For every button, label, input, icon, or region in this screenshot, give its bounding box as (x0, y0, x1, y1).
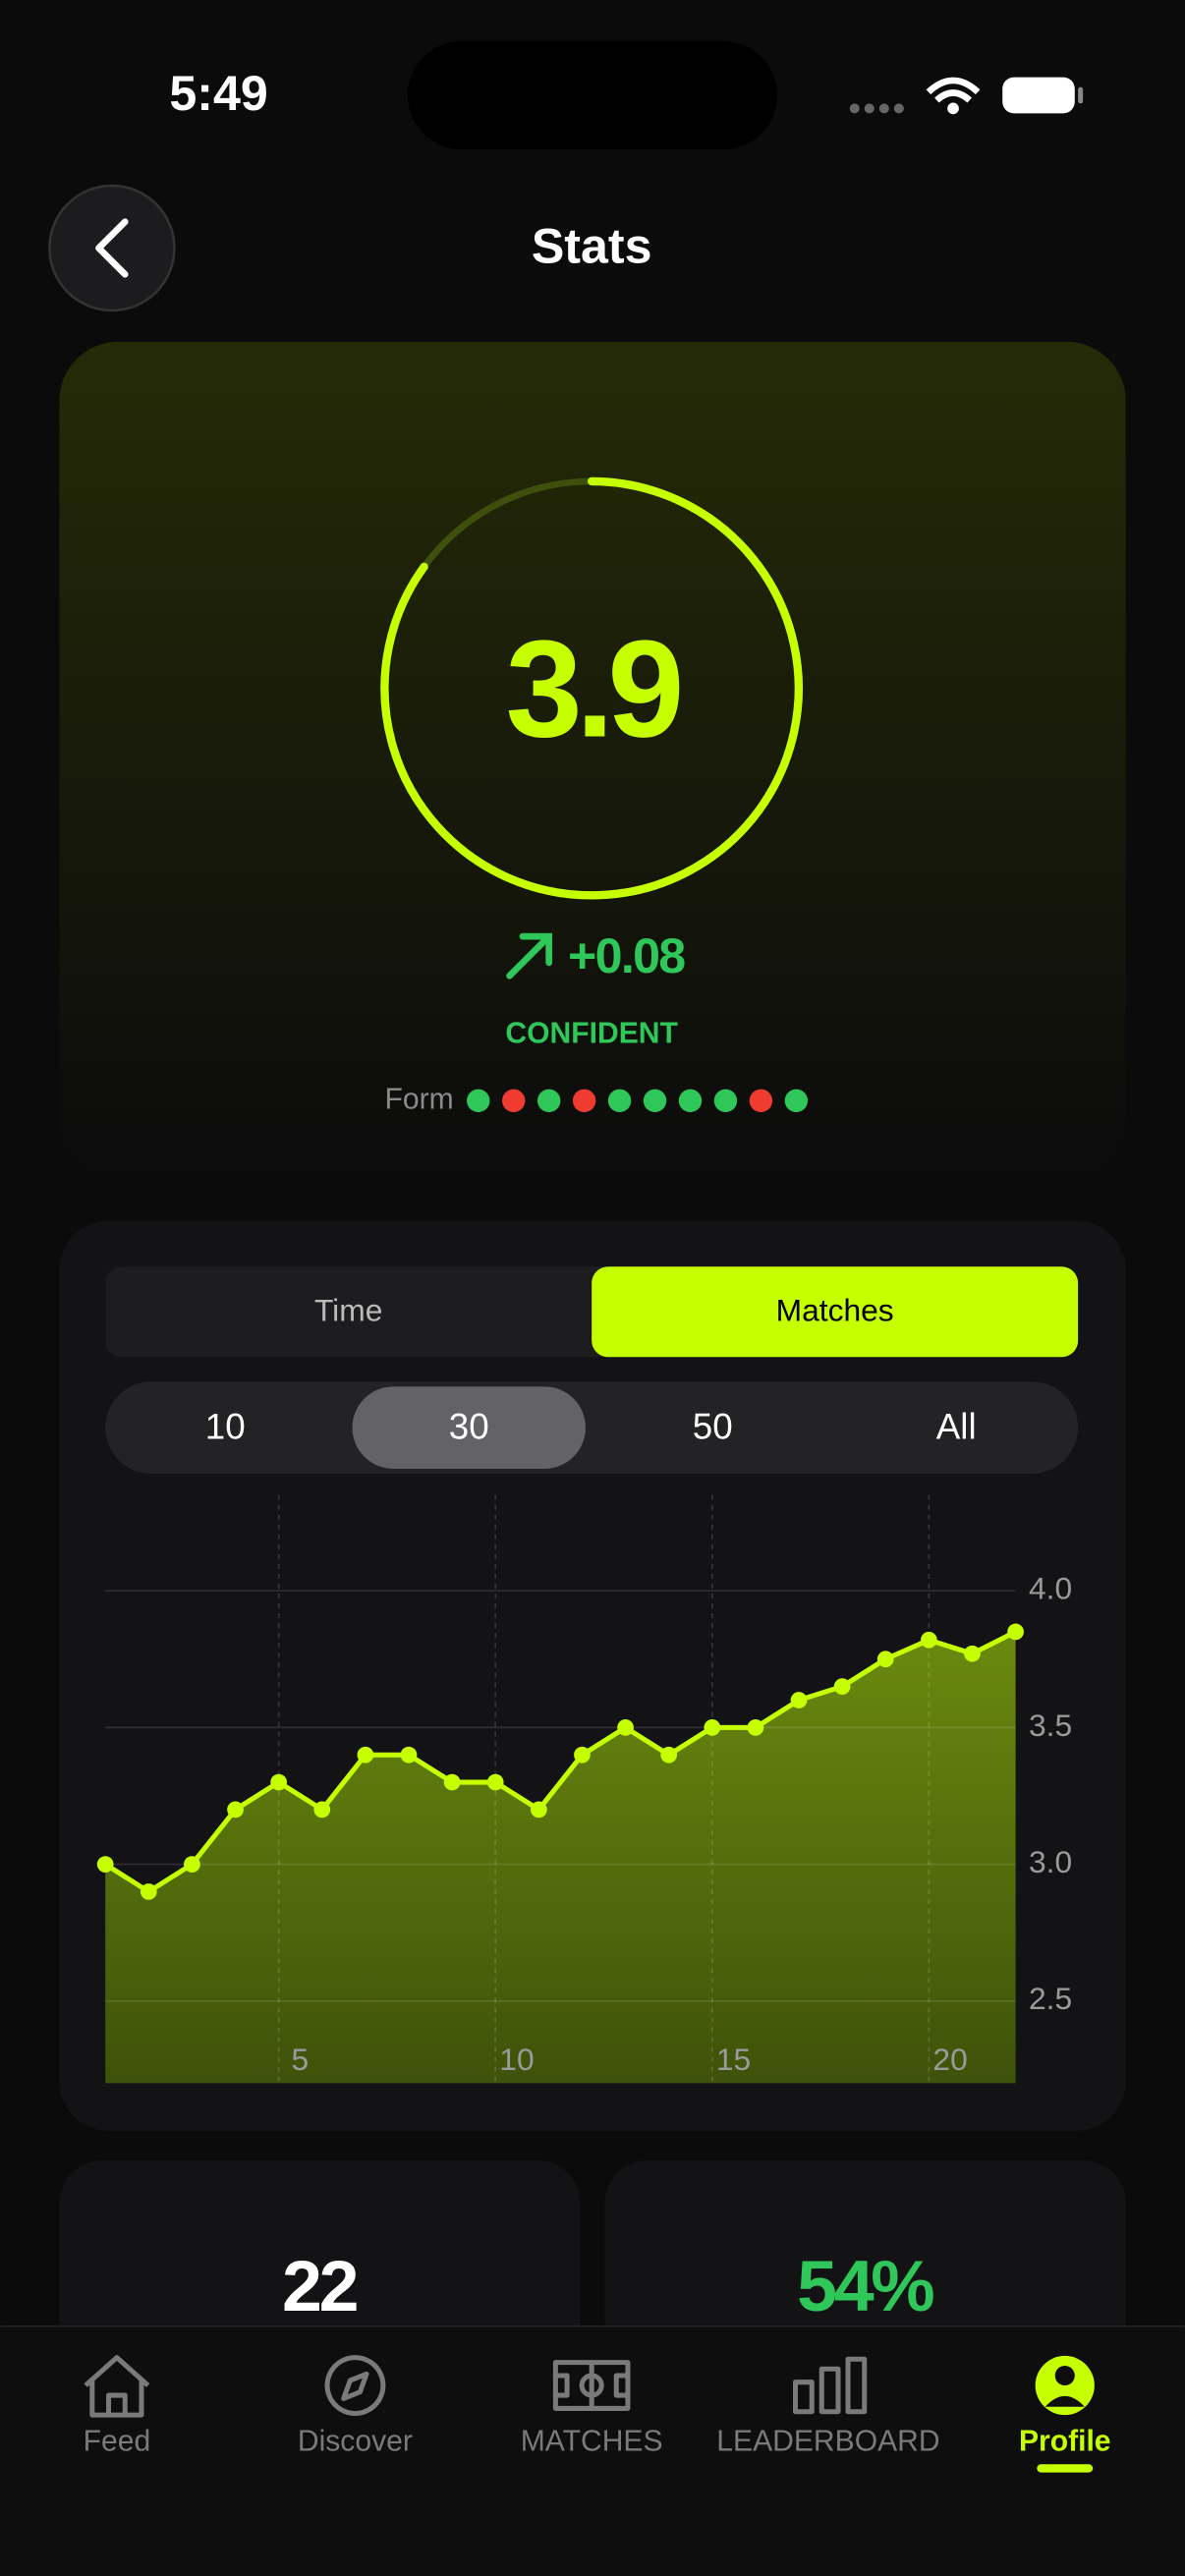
nav-label: Profile (1019, 2426, 1111, 2458)
nav-item[interactable]: LEADERBOARD (716, 2356, 940, 2458)
form-label: Form (385, 1083, 454, 1115)
wifi-icon (926, 77, 981, 103)
point (1007, 1623, 1024, 1641)
form-dot (536, 1089, 561, 1113)
nav-label: Discover (298, 2426, 413, 2458)
back-button[interactable] (48, 184, 176, 312)
tab-label[interactable]: Matches (776, 1292, 894, 1327)
tab-label[interactable]: Time (314, 1292, 382, 1327)
dynamic-island (407, 40, 778, 150)
nav-icon (84, 2355, 150, 2418)
nav-icon (324, 2355, 386, 2416)
form-dot (784, 1089, 809, 1113)
point (270, 1773, 288, 1791)
point (96, 1856, 114, 1873)
point (964, 1645, 981, 1662)
point (574, 1746, 591, 1764)
nav-label: MATCHES (521, 2426, 663, 2458)
nav-item[interactable]: Feed (84, 2355, 151, 2458)
form-dot (607, 1089, 632, 1113)
range-label[interactable]: All (936, 1407, 977, 1447)
nav-item[interactable]: Profile (1019, 2355, 1111, 2473)
x-tick-label: 5 (292, 2042, 310, 2077)
point (921, 1631, 937, 1649)
point (227, 1801, 244, 1819)
rating-value: 3.9 (506, 611, 680, 765)
x-tick-label: 20 (932, 2042, 967, 2077)
wifi-dot (947, 102, 959, 115)
tab-active (592, 1266, 1079, 1358)
nav-icon (793, 2356, 868, 2415)
status-time: 5:49 (169, 66, 267, 121)
form-dot (467, 1089, 490, 1113)
point (790, 1692, 808, 1708)
nav: Feed Discover MATCHES LEADERBOARD Profile (84, 2355, 1111, 2473)
form-dot (713, 1089, 738, 1113)
chart: 2.5 3.0 3.5 4.0 5 10 15 20 (96, 1494, 1072, 2084)
range-label[interactable]: 10 (205, 1407, 246, 1447)
point (704, 1719, 721, 1736)
rating-label: CONFIDENT (505, 1017, 678, 1049)
point (357, 1746, 374, 1764)
nav-item[interactable]: MATCHES (521, 2360, 663, 2458)
point (486, 1773, 504, 1791)
point (400, 1746, 418, 1764)
tabs: Time Matches 10 30 50 All (205, 1266, 1079, 1469)
range-tabs (105, 1381, 1079, 1474)
form-dot (572, 1089, 596, 1113)
point (443, 1773, 461, 1791)
point (530, 1801, 547, 1819)
nav-item[interactable]: Discover (298, 2355, 413, 2458)
nav-label: Feed (84, 2426, 151, 2458)
signal (849, 103, 904, 114)
nav-icon-body (1044, 2395, 1085, 2407)
point (313, 1801, 331, 1819)
y-tick-label: 3.0 (1029, 1844, 1072, 1879)
x-tick-label: 15 (716, 2042, 751, 2077)
point (876, 1651, 894, 1668)
stat-value: 54% (797, 2245, 933, 2326)
gauge-arc (380, 476, 803, 900)
form-dot (502, 1089, 526, 1113)
form-dot (749, 1089, 773, 1113)
form-dot (643, 1089, 667, 1113)
y-tick-label: 4.0 (1029, 1571, 1072, 1606)
nav-label: LEADERBOARD (716, 2426, 939, 2458)
form-dots (467, 1089, 809, 1113)
battery-cap (1078, 86, 1084, 104)
range-label[interactable]: 30 (449, 1407, 489, 1447)
nav-indicator (1037, 2464, 1094, 2473)
x-tick-label: 10 (499, 2042, 534, 2077)
form-dot (678, 1089, 703, 1113)
point (617, 1719, 634, 1736)
point (184, 1856, 200, 1873)
range-label[interactable]: 50 (693, 1407, 733, 1447)
point (140, 1883, 157, 1900)
y-tick-label: 2.5 (1029, 1981, 1072, 2016)
nav-icon (552, 2360, 631, 2411)
stat-value: 22 (282, 2245, 357, 2326)
point (660, 1746, 678, 1764)
battery (1002, 77, 1075, 114)
rating-card (59, 341, 1126, 1180)
area (105, 1631, 1016, 2084)
rating-change: +0.08 (568, 928, 685, 983)
nav-icon-head (1054, 2365, 1075, 2386)
trend-arrow (506, 932, 553, 980)
point (747, 1719, 764, 1736)
range-active (352, 1386, 586, 1469)
line (103, 1629, 1017, 1894)
y-tick-label: 3.5 (1029, 1708, 1072, 1743)
page-title: Stats (532, 218, 652, 273)
point (833, 1678, 851, 1695)
